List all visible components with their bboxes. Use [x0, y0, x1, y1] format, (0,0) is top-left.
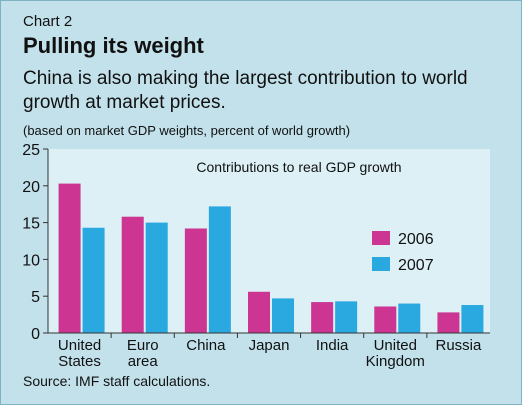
chart-title: Pulling its weight — [23, 33, 204, 58]
bar-2006-china — [184, 228, 207, 333]
y-tick-label: 25 — [22, 142, 40, 159]
bar-2006-russia — [437, 312, 460, 333]
y-tick-label: 0 — [31, 326, 40, 343]
x-tick-label: Russia — [435, 337, 482, 354]
bar-2007-russia — [461, 305, 484, 333]
bar-2006-india — [311, 302, 334, 333]
x-tick-label: China — [186, 337, 226, 354]
bar-2007-euro-area — [145, 222, 168, 333]
bar-2006-united-kingdom — [374, 306, 397, 333]
bar-2006-japan — [248, 291, 270, 333]
y-tick-label: 20 — [22, 179, 40, 196]
bar-2006-euro-area — [121, 216, 144, 333]
bar-2007-united-states — [82, 227, 105, 333]
x-tick-label: United Kingdom — [366, 337, 425, 370]
y-tick-label: 5 — [31, 289, 40, 306]
x-tick-label: India — [316, 337, 349, 354]
chart-subtitle: China is also making the largest contrib… — [23, 68, 468, 113]
plot-title: Contributions to real GDP growth — [196, 159, 401, 175]
legend-swatch-2006 — [372, 231, 390, 245]
x-tick-label: Japan — [249, 337, 290, 354]
legend-label-2007: 2007 — [398, 257, 434, 274]
y-tick-label: 10 — [22, 252, 40, 269]
x-tick-label: United States — [58, 337, 101, 370]
chart-number-label: Chart 2 — [23, 13, 73, 30]
bar-2006-united-states — [58, 183, 81, 333]
bar-2007-japan — [272, 298, 294, 333]
bar-2007-india — [335, 301, 358, 333]
y-tick-label: 15 — [22, 216, 40, 233]
legend-label-2006: 2006 — [398, 231, 434, 248]
x-tick-label: Euro area — [127, 337, 159, 370]
legend-swatch-2007 — [372, 257, 390, 271]
bar-2007-china — [208, 206, 231, 333]
bar-2007-united-kingdom — [398, 303, 421, 333]
chart-source: Source: IMF staff calculations. — [23, 373, 211, 389]
chart-note: (based on market GDP weights, percent of… — [23, 123, 351, 138]
